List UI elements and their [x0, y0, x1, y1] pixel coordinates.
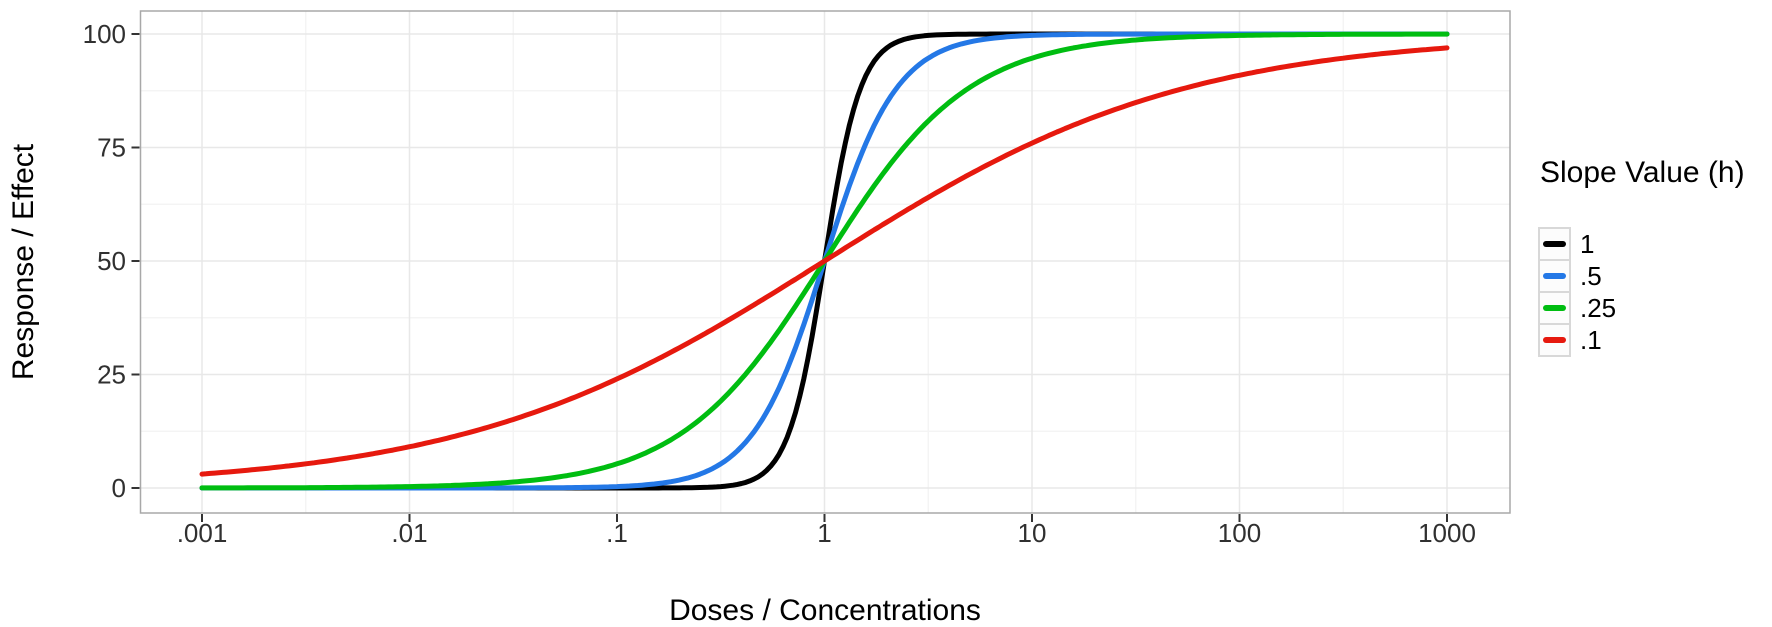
curve-h-.1	[199, 45, 1450, 477]
legend-title: Slope Value (h)	[1540, 156, 1745, 189]
y-axis-title: Response / Effect	[7, 143, 40, 381]
legend-key-box	[1538, 227, 1571, 261]
line-swatch-blue	[1543, 273, 1566, 279]
y-tick-label: 0	[112, 473, 126, 503]
legend-keys: 1 .5 .25 .1	[1538, 227, 1745, 357]
x-tick-label: 1000	[1418, 518, 1476, 548]
line-swatch-black	[1543, 241, 1566, 247]
y-tick-label: 25	[97, 360, 126, 390]
line-swatch-red	[1543, 337, 1566, 343]
panel-border	[139, 10, 1511, 514]
legend-entry-025: .25	[1538, 291, 1745, 325]
y-tick-label: 100	[83, 19, 126, 49]
legend-label: .5	[1580, 260, 1602, 291]
x-tick-label: 100	[1218, 518, 1261, 548]
x-axis-title: Doses / Concentrations	[669, 594, 981, 627]
x-tick-label: .1	[606, 518, 628, 548]
y-tick-label: 75	[97, 133, 126, 163]
legend-entry-1: 1	[1538, 227, 1745, 261]
legend-entry-05: .5	[1538, 259, 1745, 293]
legend-key-box	[1538, 259, 1571, 293]
y-tick-label: 50	[97, 246, 126, 276]
legend: Slope Value (h) 1 .5 .25 .1	[1538, 156, 1745, 357]
x-tick-label: .001	[177, 518, 228, 548]
legend-label: .1	[1580, 324, 1602, 355]
line-swatch-green	[1543, 305, 1566, 311]
x-tick-label: 10	[1018, 518, 1047, 548]
legend-entry-01: .1	[1538, 323, 1745, 357]
legend-key-box	[1538, 323, 1571, 357]
x-tick-label: .01	[391, 518, 427, 548]
x-tick-label: 1	[817, 518, 831, 548]
legend-key-box	[1538, 291, 1571, 325]
legend-label: 1	[1580, 228, 1595, 259]
legend-label: .25	[1580, 292, 1617, 323]
